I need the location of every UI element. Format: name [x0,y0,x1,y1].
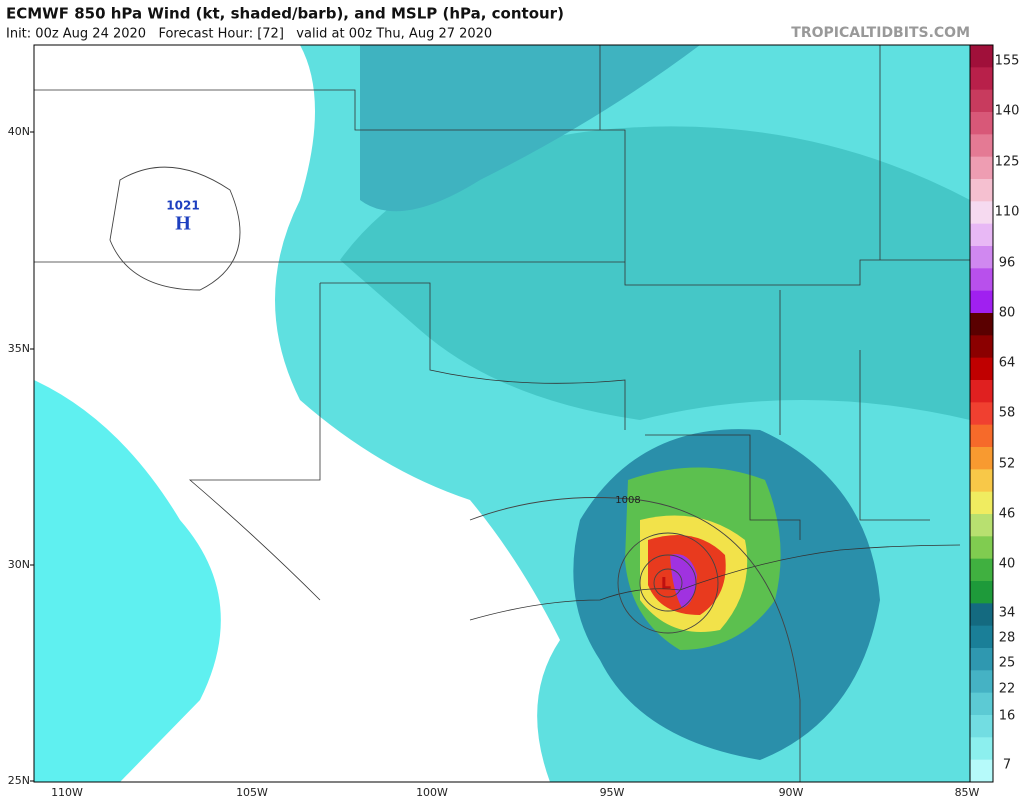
colorbar-swatch [970,581,993,604]
lat-label: 35N [8,342,30,355]
colorbar-label: 28 [999,631,1016,646]
colorbar-swatch [970,648,993,671]
isobar-label: 1008 [615,495,640,506]
colorbar-label: 64 [999,356,1016,371]
colorbar-label: 22 [999,682,1016,697]
subtitle: Init: 00z Aug 24 2020 Forecast Hour: [72… [6,27,492,42]
colorbar-label: 25 [999,656,1016,671]
state-borders [34,45,970,621]
colorbar-swatch [970,759,993,783]
colorbar-label: 140 [995,104,1020,119]
colorbar-swatch [970,469,993,493]
colorbar-swatch [970,201,993,225]
colorbar-swatch [970,112,993,135]
wind-shade-purple [670,554,697,608]
colorbar-label: 96 [999,256,1016,271]
colorbar-swatch [970,357,993,381]
colorbar-swatch [970,424,993,448]
lon-label: 105W [236,786,268,799]
colorbar-label: 110 [995,205,1020,220]
colorbar-label: 7 [1003,758,1011,773]
colorbar-swatch [970,536,993,560]
colorbar-label: 80 [999,306,1016,321]
colorbar-label: 155 [995,54,1020,69]
colorbar-swatch [970,179,993,202]
wind-shade-west [34,380,221,782]
colorbar-label: 52 [999,457,1016,472]
low-symbol: L [661,574,671,593]
colorbar-swatch [970,625,993,649]
colorbar-label: 46 [999,507,1016,522]
lon-label: 110W [51,786,83,799]
lon-label: 90W [779,786,804,799]
colorbar-swatch [970,514,993,537]
colorbar-swatch [970,670,993,694]
lat-label: 25N [8,774,30,787]
lon-label: 95W [600,786,625,799]
colorbar-swatch [970,223,993,247]
wind-shade-north [360,45,700,212]
colorbar-swatch [970,313,993,336]
high-pressure-value: 1021 [166,199,199,213]
colorbar-swatch [970,715,993,738]
colorbar-swatch [970,290,993,314]
colorbar-swatch [970,268,993,292]
colorbar-label: 40 [999,557,1016,572]
isobars [109,166,801,782]
colorbar-swatch [970,491,993,515]
colorbar-swatch [970,67,993,91]
colorbar-swatch [970,335,993,359]
lat-label: 30N [8,558,30,571]
colorbar-swatch [970,737,993,761]
colorbar-swatch [970,603,993,627]
colorbar-label: 125 [995,155,1020,170]
map [34,45,970,782]
colorbar-swatch [970,558,993,582]
high-symbol: H [175,213,191,235]
colorbar-frame [969,44,994,783]
lat-label: 40N [8,125,30,138]
colorbar-swatch [970,402,993,426]
colorbar-swatch [970,246,993,269]
lon-label: 100W [416,786,448,799]
colorbar-label: 34 [999,606,1016,621]
colorbar-swatch [970,447,993,470]
title: ECMWF 850 hPa Wind (kt, shaded/barb), an… [6,5,564,23]
colorbar-swatch [970,692,993,716]
colorbar-swatch [970,156,993,180]
colorbar-label: 16 [999,709,1016,724]
colorbar-swatch [970,45,993,68]
lon-label: 85W [955,786,980,799]
colorbar-swatch [970,380,993,403]
colorbar-swatch [970,134,993,158]
watermark: TROPICALTIDBITS.COM [791,25,970,41]
colorbar: 155 140 125 110 96 80 64 58 52 46 40 34 28 25 22 16 7 [969,44,1020,783]
colorbar-label: 58 [999,406,1016,421]
wind-shade-mid [340,126,970,420]
colorbar-swatch [970,89,993,113]
